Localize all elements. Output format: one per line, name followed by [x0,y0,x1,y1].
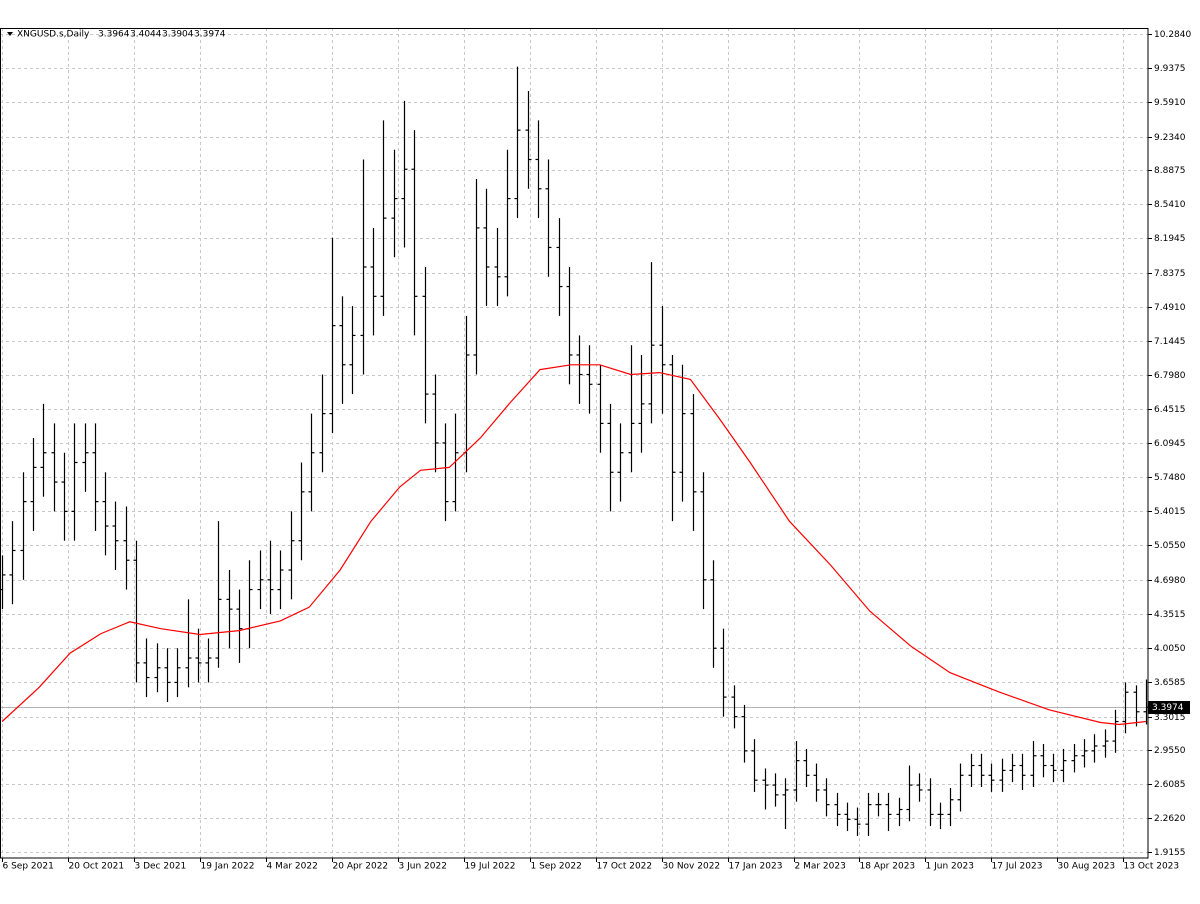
price-label-box [1148,701,1190,714]
y-tick-label: 4.6980 [1154,576,1186,586]
y-tick-label: 6.0945 [1154,439,1186,449]
x-tick-label: 2 Mar 2023 [795,862,846,872]
x-tick-label: 17 Jan 2023 [729,862,783,872]
x-tick-label: 17 Jul 2023 [992,862,1043,872]
x-tick-label: 30 Nov 2022 [663,862,721,872]
axes: 10.2840 9.9375 9.5910 9.2340 8.8875 8.5410 8.1… [2,30,1191,872]
x-tick-label: 19 Jul 2022 [465,862,516,872]
y-tick-label: 9.2340 [1154,133,1186,143]
last-close: 3.3974 [194,30,226,40]
y-tick-label: 4.0050 [1154,644,1186,654]
y-tick-label: 8.8875 [1154,166,1186,176]
y-tick-label: 3.3015 [1154,713,1186,723]
y-tick-label: 2.2620 [1154,814,1186,824]
y-tick-label: 10.2840 [1154,30,1191,40]
x-tick-label: 20 Oct 2021 [69,862,125,872]
x-tick-label: 17 Oct 2022 [597,862,653,872]
x-tick-label: 3 Dec 2021 [135,862,187,872]
moving-average-line [1,364,1146,726]
x-tick-label: 3 Jun 2022 [399,862,447,872]
y-tick-label: 5.0550 [1154,541,1186,551]
y-tick-label: 5.4015 [1154,507,1186,517]
x-tick-label: 19 Jan 2022 [201,862,255,872]
y-tick-label: 4.3515 [1154,610,1186,620]
x-tick-label: 20 Apr 2022 [333,862,389,872]
header-triangle [7,32,13,36]
x-tick-label: 4 Mar 2022 [267,862,318,872]
y-tick-label: 9.5910 [1154,98,1186,108]
y-tick-label: 5.7480 [1154,473,1186,483]
y-tick-label: 6.7980 [1154,371,1186,381]
plot [0,66,1150,836]
x-tick-label: 30 Aug 2023 [1058,862,1116,872]
x-tick-label: 1 Jun 2023 [926,862,974,872]
last-open: 3.3964 [98,30,130,40]
y-tick-label: 2.6085 [1154,780,1186,790]
grid [0,28,1148,858]
y-tick-label: 9.9375 [1154,64,1186,74]
y-tick-label: 7.8375 [1154,269,1186,279]
y-tick-label: 1.9155 [1154,848,1186,858]
y-tick-label: 7.4910 [1154,303,1186,313]
x-tick-label: 18 Apr 2023 [860,862,916,872]
last-high: 3.4044 [130,30,162,40]
x-tick-label: 13 Oct 2023 [1124,862,1180,872]
symbol-title: XNGUSD.s,Daily [17,30,90,40]
y-tick-label: 2.9550 [1154,746,1186,756]
y-tick-label: 8.1945 [1154,234,1186,244]
x-tick-label: 1 Sep 2022 [531,862,582,872]
y-tick-label: 6.4515 [1154,405,1186,415]
y-tick-label: 3.6585 [1154,678,1186,688]
y-tick-label: 8.5410 [1154,200,1186,210]
price-label: 3.3974 [1152,703,1184,713]
y-tick-label: 7.1445 [1154,337,1186,347]
x-tick-label: 6 Sep 2021 [3,862,54,872]
last-low: 3.3904 [162,30,194,40]
